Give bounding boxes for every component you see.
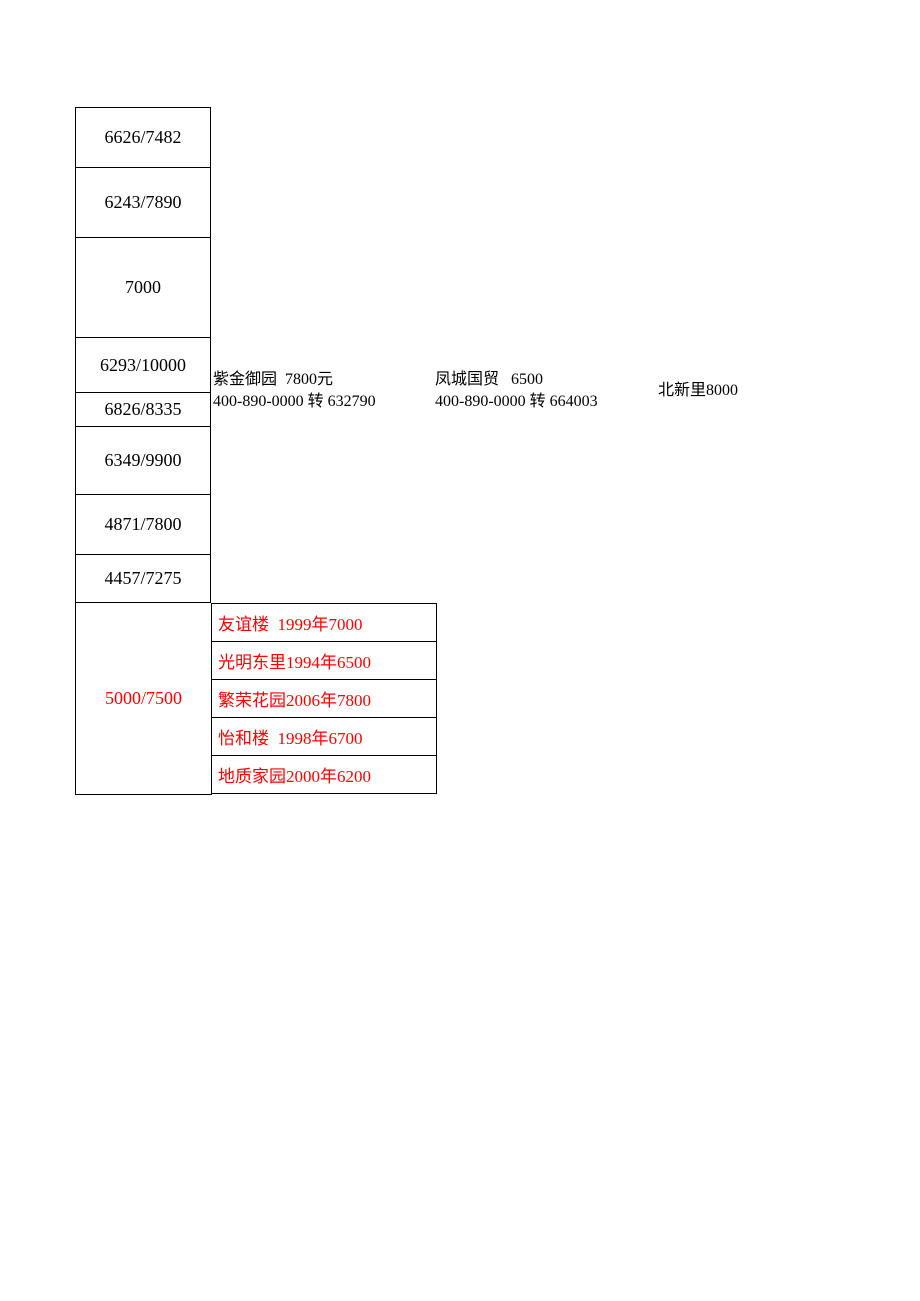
bottom-left-cell: 5000/7500 xyxy=(76,603,212,795)
bottom-left-value: 5000/7500 xyxy=(105,688,182,709)
cell-value: 4871/7800 xyxy=(104,514,181,535)
side-info-line: 凤城国贸 6500 xyxy=(435,369,598,391)
main-column-cell: 7000 xyxy=(76,238,211,338)
main-column-cell: 6349/9900 xyxy=(76,427,211,495)
main-column-cell: 6626/7482 xyxy=(76,108,211,168)
sub-row-text: 光明东里1994年6500 xyxy=(218,648,371,673)
cell-value: 6349/9900 xyxy=(104,450,181,471)
cell-value: 6826/8335 xyxy=(104,399,181,420)
cell-value: 6293/10000 xyxy=(100,355,186,376)
side-info-block: 凤城国贸 6500400-890-0000 转 664003 xyxy=(435,369,598,413)
sub-table-row: 光明东里1994年6500 xyxy=(212,642,437,680)
sub-table-row: 地质家园2000年6200 xyxy=(212,756,437,794)
cell-value: 7000 xyxy=(125,277,161,298)
side-info-line: 400-890-0000 转 664003 xyxy=(435,391,598,413)
main-column-cell: 4871/7800 xyxy=(76,495,211,555)
side-info-line: 400-890-0000 转 632790 xyxy=(213,391,376,413)
side-info-line: 北新里8000 xyxy=(658,380,738,402)
main-column-cell: 6293/10000 xyxy=(76,338,211,393)
main-column: 6626/7482 6243/7890 7000 6293/10000 6826/833… xyxy=(75,107,211,603)
sub-row-text: 怡和楼 1998年6700 xyxy=(218,724,363,749)
side-info-line: 紫金御园 7800元 xyxy=(213,369,376,391)
page-content: 6626/7482 6243/7890 7000 6293/10000 6826/833… xyxy=(75,107,437,795)
cell-value: 6243/7890 xyxy=(104,192,181,213)
cell-value: 6626/7482 xyxy=(104,127,181,148)
main-column-cell: 6826/8335 xyxy=(76,393,211,427)
side-info-block: 紫金御园 7800元400-890-0000 转 632790 xyxy=(213,369,376,413)
sub-table-row: 友谊楼 1999年7000 xyxy=(212,604,437,642)
sub-table: 友谊楼 1999年7000 光明东里1994年6500 繁荣花园2006年7800 怡… xyxy=(212,603,437,795)
main-column-cell: 4457/7275 xyxy=(76,555,211,603)
sub-table-row: 繁荣花园2006年7800 xyxy=(212,680,437,718)
sub-row-text: 地质家园2000年6200 xyxy=(218,762,371,787)
main-column-cell: 6243/7890 xyxy=(76,168,211,238)
bottom-row-wrapper: 5000/7500 友谊楼 1999年7000 光明东里1994年6500 繁荣花园… xyxy=(75,603,437,795)
sub-row-text: 友谊楼 1999年7000 xyxy=(218,610,363,635)
side-info-block: 北新里8000 xyxy=(658,380,738,402)
sub-row-text: 繁荣花园2006年7800 xyxy=(218,686,371,711)
sub-table-row: 怡和楼 1998年6700 xyxy=(212,718,437,756)
cell-value: 4457/7275 xyxy=(104,568,181,589)
